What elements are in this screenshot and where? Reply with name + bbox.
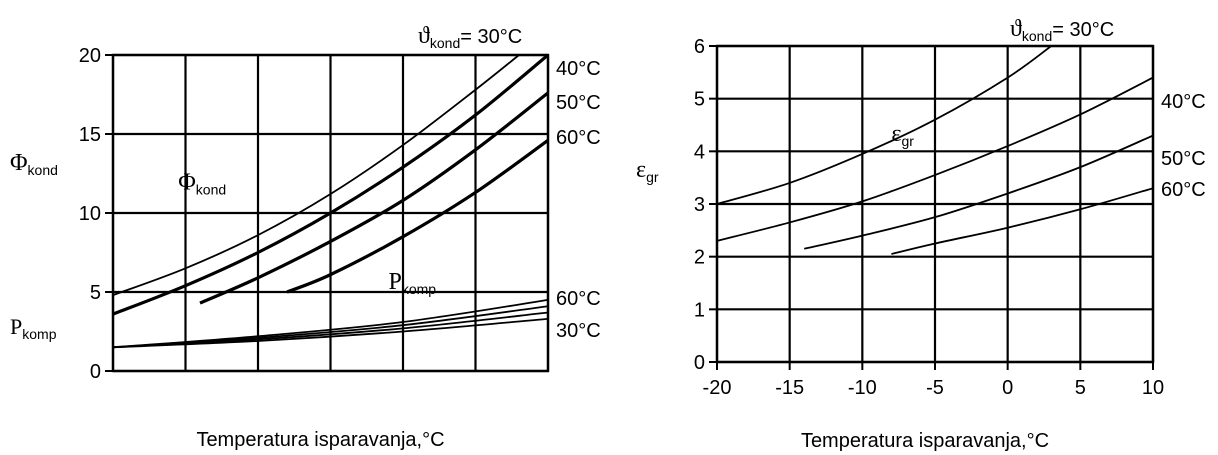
y-tick-label: 0 <box>90 361 101 383</box>
y-axis-label: Φkond <box>10 150 58 178</box>
header-label: ϑkond= 30°C <box>418 23 522 51</box>
x-tick-label: 10 <box>1142 377 1164 399</box>
series-label: 50°C <box>1161 148 1206 170</box>
series-label: 40°C <box>556 58 601 80</box>
x-tick-label: -20 <box>703 377 732 399</box>
y-tick-label: 10 <box>79 203 101 225</box>
x-axis-title: Temperatura isparavanja,°C <box>196 429 444 451</box>
y-tick-label: 15 <box>79 124 101 146</box>
series-label: 40°C <box>1161 91 1206 113</box>
series-label: 60°C <box>556 288 601 310</box>
series-label: 60°C <box>556 127 601 149</box>
y-axis-label-secondary: Pkomp <box>10 314 57 342</box>
series-line-40-c <box>716 76 1154 242</box>
series-label: 60°C <box>1161 179 1206 201</box>
series-label: 30°C <box>556 320 601 342</box>
y-tick-label: 20 <box>79 45 101 67</box>
y-tick-label: 4 <box>694 141 705 163</box>
y-tick-label: 1 <box>694 299 705 321</box>
x-tick-label: 5 <box>1075 377 1086 399</box>
series-labels: 40°C 50°C 60°C <box>1161 91 1206 201</box>
x-tick-label: -10 <box>848 377 877 399</box>
series-line-50-c <box>804 134 1154 250</box>
series-group <box>112 53 550 349</box>
series-line-60-c <box>891 187 1154 255</box>
x-tick-label: -15 <box>775 377 804 399</box>
curve-annotation: Pkomp <box>389 269 437 297</box>
y-tick-label: 2 <box>694 247 705 269</box>
right-chart: 0 1 2 3 4 5 6 -20 -15 -10 -5 0 5 10 40°C 50°C 60°C ϑkond=… <box>636 16 1206 452</box>
curve-annotation: εgr <box>891 121 914 149</box>
y-axis-label: εgr <box>636 157 659 185</box>
grid <box>715 44 1155 364</box>
y-tick-label: 5 <box>694 89 705 111</box>
left-chart: 0 5 10 15 20 40°C 50°C 60°C 60°C 30°C ϑkond= 30°C Φ… <box>10 23 601 451</box>
curve-annotation: Φkond <box>178 169 226 197</box>
series-line-30-c <box>716 45 1052 205</box>
series-line-30-c <box>112 54 520 297</box>
x-axis-title: Temperatura isparavanja,°C <box>801 430 1049 452</box>
y-tick-label: 5 <box>90 282 101 304</box>
y-tick-label: 6 <box>694 36 705 58</box>
series-line-40-c <box>112 53 550 316</box>
y-tick-label: 0 <box>694 352 705 374</box>
series-line-60-c <box>286 139 549 294</box>
series-line-50-c <box>199 91 549 305</box>
series-line-pkomp-30-c <box>112 317 549 349</box>
x-tick-label: 0 <box>1002 377 1013 399</box>
x-tick-label: -5 <box>926 377 944 399</box>
series-label: 50°C <box>556 92 601 114</box>
series-group <box>716 45 1154 255</box>
series-labels: 40°C 50°C 60°C 60°C 30°C <box>556 58 601 342</box>
y-tick-label: 3 <box>694 194 705 216</box>
header-label: ϑkond= 30°C <box>1010 16 1114 44</box>
